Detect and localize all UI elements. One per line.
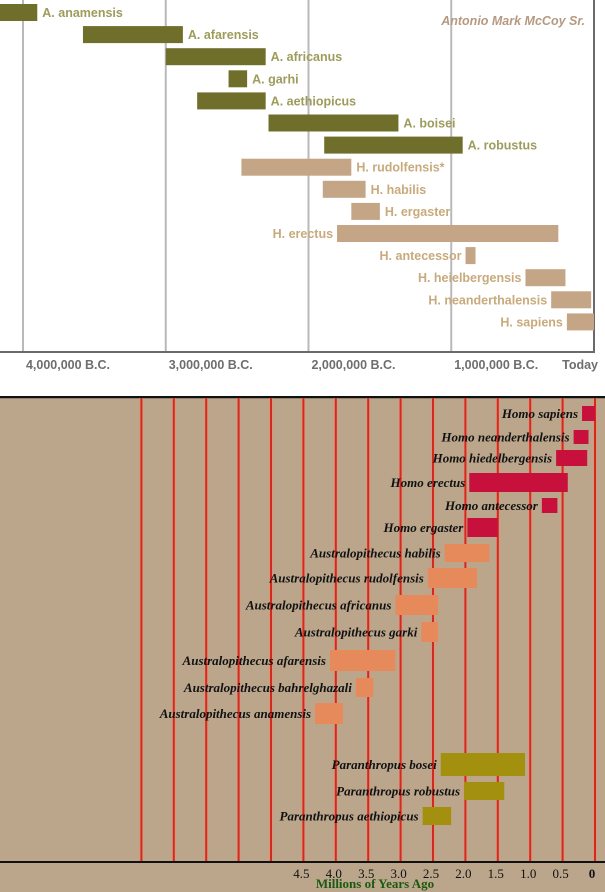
bottom-x-tick-label: 2.5 bbox=[423, 866, 439, 881]
top-bar-labels: A. anamensis A. afarensis A. africanus A. g… bbox=[42, 6, 563, 329]
bottom-x-tick-label: 2.0 bbox=[455, 866, 471, 881]
top-bar bbox=[465, 247, 476, 265]
bottom-x-tick-label: 4.0 bbox=[326, 866, 342, 881]
bottom-x-tick-labels: 4.5 4.0 3.5 3.0 2.5 2.0 1.5 1.0 0.5 0 bbox=[293, 866, 595, 881]
bottom-bars bbox=[315, 406, 595, 825]
top-bar-label: H. ergaster bbox=[385, 205, 450, 219]
top-bar-label: H. habilis bbox=[371, 183, 427, 197]
top-bar-label: A. robustus bbox=[468, 139, 537, 153]
bottom-bar bbox=[541, 498, 558, 513]
bottom-bar-label: Paranthropus aethiopicus bbox=[280, 809, 419, 824]
bottom-x-tick-label: 1.5 bbox=[488, 866, 504, 881]
bottom-bar-label: Homo sapiens bbox=[501, 406, 578, 421]
bottom-bar bbox=[444, 544, 490, 562]
top-bar bbox=[566, 313, 594, 331]
bottom-bar bbox=[556, 450, 588, 466]
top-bar-label: A. aethiopicus bbox=[271, 94, 356, 108]
bottom-bar-label: Homo ergaster bbox=[383, 520, 465, 535]
bottom-bar-label: Homo neanderthalensis bbox=[440, 430, 569, 445]
top-bar-label: H. erectus bbox=[273, 227, 333, 241]
top-x-tick-label: 4,000,000 B.C. bbox=[26, 358, 110, 372]
bottom-bar bbox=[315, 703, 343, 724]
top-bar bbox=[241, 158, 352, 176]
bottom-bar-labels: Homo sapiens Homo neanderthalensis Homo hi… bbox=[159, 406, 578, 824]
top-bar-label: A. garhi bbox=[252, 72, 299, 86]
top-bar-label: A. boisei bbox=[403, 117, 455, 131]
bottom-bar bbox=[329, 650, 396, 671]
bottom-x-axis-title: Millions of Years Ago bbox=[316, 876, 434, 891]
bottom-x-tick-label: 3.5 bbox=[358, 866, 374, 881]
top-bar-label: H. rudolfensis* bbox=[356, 161, 444, 175]
top-bar-label: A. afarensis bbox=[188, 28, 259, 42]
top-x-tick-label: Today bbox=[562, 358, 598, 372]
bottom-bar bbox=[355, 678, 374, 697]
top-bar bbox=[165, 48, 266, 66]
top-bar bbox=[82, 26, 183, 44]
bottom-bar-label: Australopithecus afarensis bbox=[182, 653, 326, 668]
bottom-bar bbox=[421, 622, 439, 642]
bottom-x-tick-label: 1.0 bbox=[520, 866, 536, 881]
top-bar-label: A. anamensis bbox=[42, 6, 123, 20]
top-x-tick-labels: 4,000,000 B.C. 3,000,000 B.C. 2,000,000 B.… bbox=[26, 358, 598, 372]
bottom-timeline-chart: Homo sapiens Homo neanderthalensis Homo hi… bbox=[0, 396, 605, 892]
top-bar bbox=[228, 70, 248, 88]
bottom-bar-label: Australopithecus africanus bbox=[245, 598, 392, 613]
bottom-bar bbox=[440, 753, 526, 776]
bottom-x-tick-label: 0 bbox=[589, 866, 596, 881]
bottom-bar-label: Australopithecus habilis bbox=[309, 546, 440, 561]
bottom-bar-label: Australopithecus garki bbox=[294, 625, 418, 640]
bottom-bar bbox=[469, 473, 568, 492]
top-bar-label: H. antecessor bbox=[380, 249, 462, 263]
top-bar bbox=[525, 269, 566, 287]
bottom-bar-label: Homo antecessor bbox=[444, 498, 539, 513]
top-bar bbox=[197, 92, 266, 110]
bottom-bar bbox=[467, 518, 498, 537]
top-x-tick-label: 1,000,000 B.C. bbox=[454, 358, 538, 372]
bottom-bar bbox=[395, 595, 439, 615]
top-bar-label: H. sapiens bbox=[500, 315, 563, 329]
top-bar-label: H. neanderthalensis bbox=[428, 293, 547, 307]
top-chart-background bbox=[0, 0, 605, 396]
bottom-bar-label: Paranthropus bosei bbox=[332, 757, 437, 772]
top-bar bbox=[0, 4, 38, 21]
bottom-bar-label: Homo erectus bbox=[390, 475, 466, 490]
bottom-bar bbox=[422, 807, 452, 825]
bottom-bar-label: Australopithecus bahrelghazali bbox=[183, 680, 352, 695]
chart-credit: Antonio Mark McCoy Sr. bbox=[440, 14, 585, 28]
bottom-bar-label: Australopithecus anamensis bbox=[159, 706, 311, 721]
bottom-x-tick-label: 4.5 bbox=[293, 866, 309, 881]
bottom-bar-label: Paranthropus robustus bbox=[336, 784, 460, 799]
bottom-bar bbox=[427, 568, 478, 588]
top-bar bbox=[268, 114, 399, 132]
bottom-bar-label: Homo hiedelbergensis bbox=[432, 451, 553, 466]
top-x-tick-label: 3,000,000 B.C. bbox=[169, 358, 253, 372]
bottom-bar bbox=[582, 406, 595, 421]
top-bar-label: A. africanus bbox=[271, 50, 343, 64]
bottom-gridlines bbox=[139, 398, 597, 862]
bottom-x-tick-label: 0.5 bbox=[552, 866, 568, 881]
bottom-x-tick-label: 3.0 bbox=[390, 866, 406, 881]
top-bar bbox=[551, 291, 592, 309]
top-bar bbox=[351, 202, 380, 220]
top-x-tick-label: 2,000,000 B.C. bbox=[311, 358, 395, 372]
top-timeline-chart: A. anamensis A. afarensis A. africanus A. g… bbox=[0, 0, 605, 396]
bottom-bar bbox=[464, 782, 505, 800]
top-bar-label: H. heielbergensis bbox=[418, 271, 522, 285]
top-bars bbox=[0, 4, 594, 331]
bottom-bar-label: Australopithecus rudolfensis bbox=[269, 571, 424, 586]
top-bar bbox=[322, 180, 366, 198]
top-bar bbox=[324, 136, 463, 154]
top-bar bbox=[337, 225, 559, 242]
bottom-bar bbox=[573, 430, 589, 444]
